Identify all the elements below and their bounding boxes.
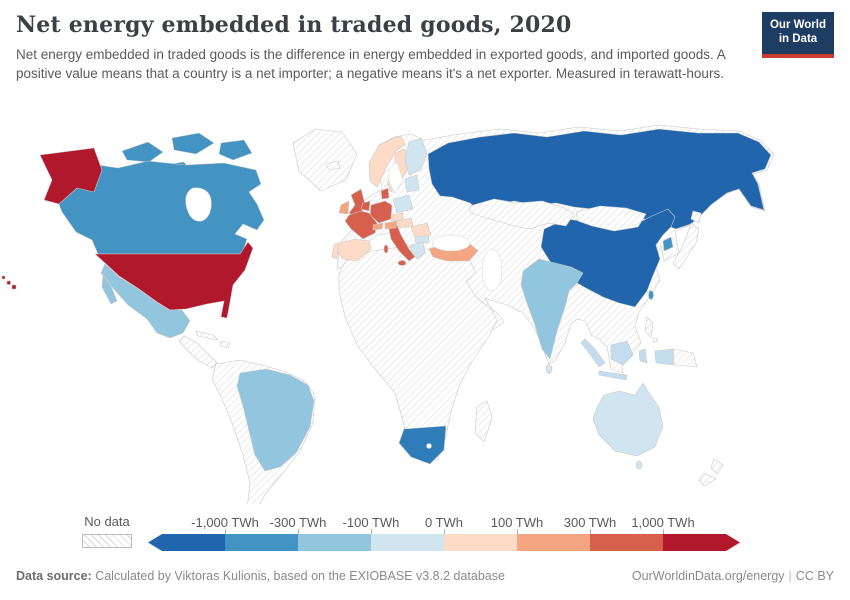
country-italy-sardinia[interactable]: [383, 244, 389, 254]
license-link[interactable]: CC BY: [795, 569, 834, 583]
country-italy-sicily[interactable]: [397, 260, 407, 266]
country-cuba[interactable]: [195, 330, 219, 341]
legend-tick-mark: [517, 529, 518, 534]
country-bulgaria[interactable]: [414, 234, 430, 244]
owid-url-link[interactable]: OurWorldinData.org/energy: [631, 569, 785, 583]
footer-separator: |: [788, 569, 792, 583]
country-hispaniola[interactable]: [219, 340, 231, 349]
legend-tick-label: -300 TWh: [269, 515, 327, 530]
legend-tick-label: 1,000 TWh: [631, 515, 695, 530]
country-south-korea[interactable]: [662, 236, 674, 252]
header: Net energy embedded in traded goods, 202…: [16, 12, 834, 83]
country-poland[interactable]: [392, 194, 414, 214]
country-papua-new-guinea[interactable]: [672, 348, 698, 368]
legend-no-data-swatch[interactable]: [82, 534, 132, 548]
legend-color-segment[interactable]: [590, 534, 663, 551]
country-finland[interactable]: [404, 137, 428, 176]
country-brazil[interactable]: [236, 368, 315, 472]
footer: Data source: Calculated by Viktoras Kuli…: [16, 569, 834, 583]
baltic-sea: [388, 161, 404, 194]
country-india[interactable]: [520, 258, 584, 360]
region-baltic-states[interactable]: [404, 174, 420, 193]
country-sri-lanka[interactable]: [545, 364, 553, 374]
country-philippines[interactable]: [644, 316, 658, 343]
country-romania[interactable]: [410, 222, 432, 238]
country-switzerland[interactable]: [372, 222, 384, 231]
country-greece[interactable]: [410, 241, 426, 260]
country-mongolia[interactable]: [575, 205, 647, 232]
legend-tick-mark: [371, 529, 372, 534]
legend-color-segment[interactable]: [298, 534, 371, 551]
black-sea: [431, 234, 471, 252]
data-source-text: Calculated by Viktoras Kulionis, based o…: [91, 569, 505, 583]
legend-tick-mark: [225, 529, 226, 534]
page-title: Net energy embedded in traded goods, 202…: [16, 12, 572, 38]
country-france[interactable]: [344, 210, 378, 240]
legend-tick-label: -1,000 TWh: [191, 515, 259, 530]
chart-subtitle: Net energy embedded in traded goods is t…: [16, 47, 725, 82]
legend-tick-mark: [590, 529, 591, 534]
country-new-zealand[interactable]: [698, 458, 724, 487]
owid-logo[interactable]: Our World in Data: [762, 12, 834, 58]
legend-color-segment[interactable]: [371, 534, 444, 551]
owid-logo-line2: in Data: [778, 32, 818, 45]
legend-no-data[interactable]: No data: [82, 514, 132, 548]
country-south-africa[interactable]: [398, 425, 447, 465]
country-usa-alaska[interactable]: [39, 147, 103, 205]
country-japan[interactable]: [672, 210, 702, 270]
legend-tick-mark: [298, 529, 299, 534]
country-iceland[interactable]: [325, 160, 341, 171]
world-choropleth-map: [1, 124, 775, 504]
country-austria[interactable]: [384, 220, 398, 230]
legend-tick-mark: [444, 529, 445, 534]
legend-color-segment[interactable]: [148, 534, 225, 551]
country-italy[interactable]: [388, 224, 416, 262]
region-central-america-no-data[interactable]: [178, 335, 218, 369]
country-usa[interactable]: [94, 241, 254, 319]
country-ireland[interactable]: [338, 200, 350, 215]
country-australia[interactable]: [592, 382, 664, 457]
legend-color-segment[interactable]: [663, 534, 740, 551]
legend-tick-label: 300 TWh: [563, 515, 617, 530]
country-usa-hawaii[interactable]: [1, 275, 17, 290]
legend-no-data-label: No data: [84, 514, 130, 529]
hudson-bay: [185, 187, 212, 222]
legend-color-segment[interactable]: [444, 534, 517, 551]
country-australia-tasmania[interactable]: [635, 460, 643, 470]
country-hungary[interactable]: [396, 217, 414, 229]
legend-color-segment[interactable]: [517, 534, 590, 551]
country-taiwan[interactable]: [648, 290, 654, 300]
country-indonesia[interactable]: [580, 338, 674, 381]
data-source: Data source: Calculated by Viktoras Kuli…: [16, 569, 505, 583]
legend-colorbar: -1,000 TWh -300 TWh -100 TWh 0 TWh 100 TWh 30…: [148, 514, 740, 554]
legend-tick-label: 0 TWh: [424, 515, 464, 530]
legend-colorbar-segments: [148, 534, 740, 551]
legend-tick-mark: [663, 529, 664, 534]
country-madagascar[interactable]: [474, 400, 493, 443]
country-canada[interactable]: [54, 160, 265, 255]
lesotho: [426, 443, 432, 449]
owid-logo-line1: Our World: [769, 19, 826, 31]
country-norway[interactable]: [368, 135, 406, 188]
country-portugal[interactable]: [331, 242, 340, 260]
footer-links: OurWorldinData.org/energy | CC BY: [632, 569, 834, 583]
legend-color-segment[interactable]: [225, 534, 298, 551]
region-benelux[interactable]: [360, 200, 371, 212]
country-kazakhstan[interactable]: [469, 198, 575, 230]
country-denmark[interactable]: [380, 187, 390, 200]
country-greenland[interactable]: [292, 128, 358, 192]
legend-tick-label: 100 TWh: [490, 515, 544, 530]
data-source-label: Data source:: [16, 569, 92, 583]
legend-tick-label: -100 TWh: [342, 515, 400, 530]
country-mexico[interactable]: [100, 263, 191, 339]
caspian-sea: [481, 248, 503, 292]
map-legend: No data -1,000 TWh -300 TWh -100 TWh 0 TWh 1…: [16, 514, 834, 556]
